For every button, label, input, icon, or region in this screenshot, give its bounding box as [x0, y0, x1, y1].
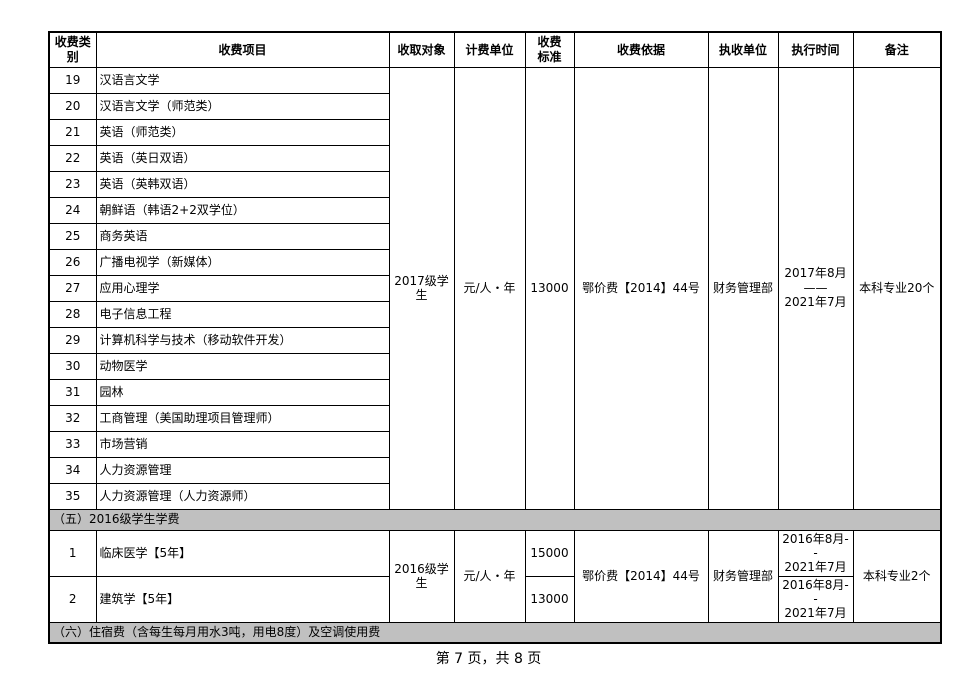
fee-item: 人力资源管理（人力资源师） [95, 482, 390, 510]
row-number: 1 [48, 529, 97, 577]
merged-collector-cell: 财务管理部 [707, 529, 779, 623]
fee-item: 汉语言文学（师范类） [95, 92, 390, 120]
table-row: 23 英语（英韩双语） [48, 170, 941, 198]
merged-note-cell: 本科专业2个 [852, 529, 942, 623]
row-number: 29 [48, 326, 97, 354]
fee-item: 计算机科学与技术（移动软件开发） [95, 326, 390, 354]
merged-note-cell: 本科专业20个 [852, 66, 942, 510]
merged-standard-cell: 13000 [524, 66, 575, 510]
fee-item: 临床医学【5年】 [95, 529, 390, 577]
row-number: 23 [48, 170, 97, 198]
table-row: 32 工商管理（美国助理项目管理师） [48, 404, 941, 432]
table-row: 33 市场营销 [48, 430, 941, 458]
table-row: 20 汉语言文学（师范类） [48, 92, 941, 120]
table-row: 29 计算机科学与技术（移动软件开发） [48, 326, 941, 354]
table-row: 24 朝鲜语（韩语2+2双学位） [48, 196, 941, 224]
standard-cell: 13000 [524, 575, 575, 623]
fee-item: 人力资源管理 [95, 456, 390, 484]
merged-basis-cell: 鄂价费【2014】44号 [573, 66, 709, 510]
row-number: 22 [48, 144, 97, 172]
fee-item: 园林 [95, 378, 390, 406]
row-number: 33 [48, 430, 97, 458]
header-item: 收费项目 [95, 31, 390, 68]
table-row: 34 人力资源管理 [48, 456, 941, 484]
fee-table: 收费类 别 收费项目 收取对象 计费单位 收费 标准 收费依据 执收单位 执行时… [48, 31, 942, 645]
merged-unit-cell: 元/人・年 [453, 66, 526, 510]
fee-item: 汉语言文学 [95, 66, 390, 94]
fee-item: 英语（师范类） [95, 118, 390, 146]
row-number: 34 [48, 456, 97, 484]
fee-item: 建筑学【5年】 [95, 575, 390, 623]
page-number-footer: 第 7 页，共 8 页 [435, 651, 542, 667]
header-standard: 收费 标准 [524, 31, 575, 68]
header-unit: 计费单位 [453, 31, 526, 68]
row-number: 24 [48, 196, 97, 224]
fee-item: 动物医学 [95, 352, 390, 380]
section-title: （五）2016级学生学费 [48, 508, 942, 531]
header-basis: 收费依据 [573, 31, 709, 68]
row-number: 28 [48, 300, 97, 328]
row-number: 25 [48, 222, 97, 250]
fee-item: 英语（英韩双语） [95, 170, 390, 198]
merged-unit-cell: 元/人・年 [453, 529, 526, 623]
table-row: 19 汉语言文学 2017级学生 元/人・年 13000 鄂价费【2014】44… [48, 66, 942, 510]
row-number: 20 [48, 92, 97, 120]
row-number: 2 [48, 575, 97, 623]
row-number: 30 [48, 352, 97, 380]
table-row: 31 园林 [48, 378, 941, 406]
fee-item: 朝鲜语（韩语2+2双学位） [95, 196, 390, 224]
fee-item: 商务英语 [95, 222, 390, 250]
merged-basis-cell: 鄂价费【2014】44号 [573, 529, 709, 623]
fee-item: 广播电视学（新媒体） [95, 248, 390, 276]
table-row: 22 英语（英日双语） [48, 144, 941, 172]
merged-collector-cell: 财务管理部 [707, 66, 779, 510]
table-row: 35 人力资源管理（人力资源师） [48, 482, 941, 510]
header-period: 执行时间 [777, 31, 854, 68]
row-number: 21 [48, 118, 97, 146]
period-cell: 2016年8月-- 2021年7月 [777, 575, 854, 623]
fee-item: 英语（英日双语） [95, 144, 390, 172]
fee-item: 应用心理学 [95, 274, 390, 302]
row-number: 35 [48, 482, 97, 510]
table-row: 2 建筑学【5年】 13000 2016年8月-- 2021年7月 [48, 575, 941, 623]
period-cell: 2016年8月-- 2021年7月 [777, 529, 854, 577]
standard-cell: 15000 [524, 529, 575, 577]
merged-target-cell: 2016级学生 [388, 529, 455, 623]
fee-table-container: 收费类 别 收费项目 收取对象 计费单位 收费 标准 收费依据 执收单位 执行时… [48, 31, 942, 645]
table-row: 26 广播电视学（新媒体） [48, 248, 941, 276]
row-number: 19 [48, 66, 97, 94]
merged-target-cell: 2017级学生 [388, 66, 455, 510]
header-category: 收费类 别 [48, 31, 97, 68]
table-row: 1 临床医学【5年】 2016级学生 元/人・年 15000 鄂价费【2014】… [48, 529, 942, 623]
table-row: 27 应用心理学 [48, 274, 941, 302]
section-band-6: （六）住宿费（含每生每月用水3吨，用电8度）及空调使用费 [48, 621, 942, 644]
fee-item: 工商管理（美国助理项目管理师） [95, 404, 390, 432]
row-number: 27 [48, 274, 97, 302]
header-target: 收取对象 [388, 31, 455, 68]
table-row: 25 商务英语 [48, 222, 941, 250]
section-title: （六）住宿费（含每生每月用水3吨，用电8度）及空调使用费 [48, 621, 942, 644]
row-number: 31 [48, 378, 97, 406]
header-collector: 执收单位 [707, 31, 779, 68]
table-row: 21 英语（师范类） [48, 118, 941, 146]
header-note: 备注 [852, 31, 942, 68]
merged-period-cell: 2017年8月 —— 2021年7月 [777, 66, 854, 510]
header-row: 收费类 别 收费项目 收取对象 计费单位 收费 标准 收费依据 执收单位 执行时… [48, 31, 942, 68]
row-number: 26 [48, 248, 97, 276]
section-band-5: （五）2016级学生学费 [48, 508, 942, 531]
fee-item: 电子信息工程 [95, 300, 390, 328]
fee-item: 市场营销 [95, 430, 390, 458]
row-number: 32 [48, 404, 97, 432]
